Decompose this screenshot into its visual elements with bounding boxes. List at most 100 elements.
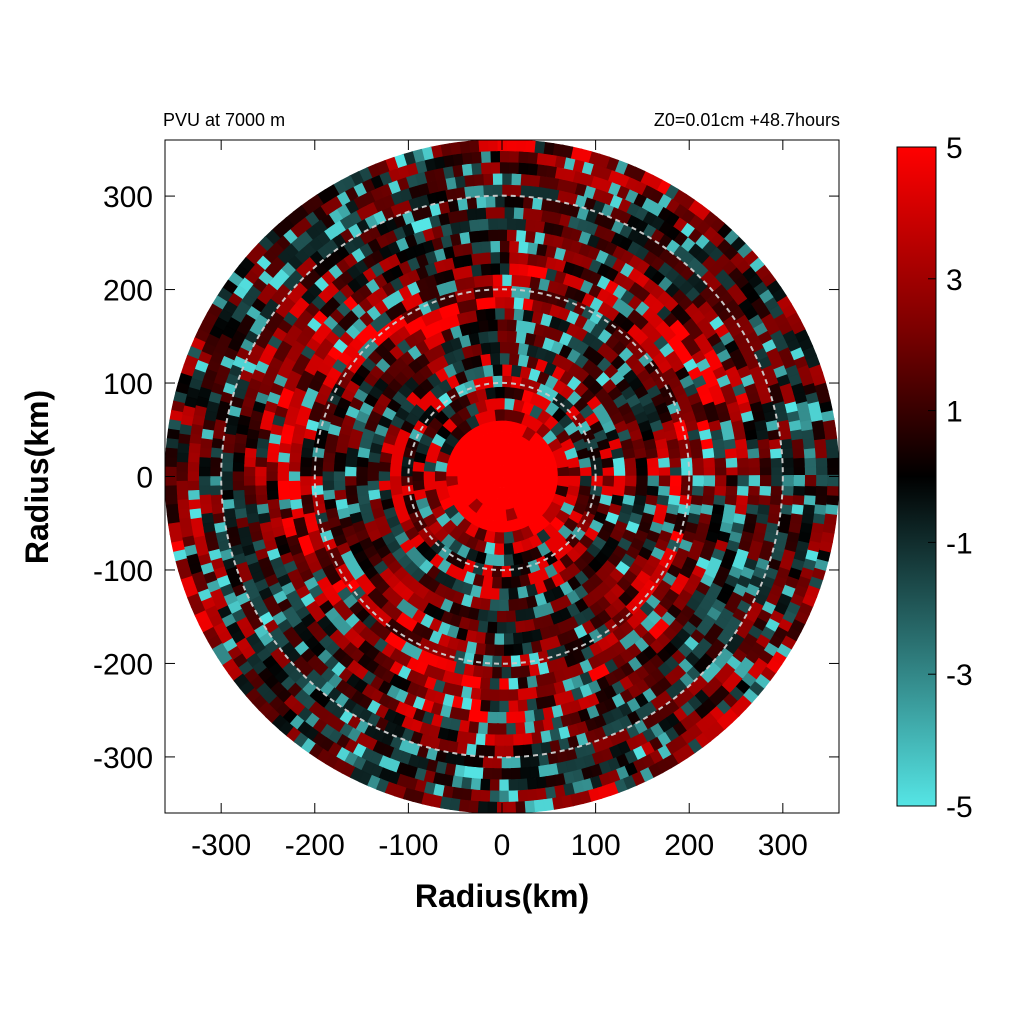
field-cell — [411, 461, 425, 473]
field-cell — [333, 461, 346, 473]
field-cell — [505, 140, 517, 152]
field-cell — [589, 484, 603, 497]
x-tick-label: 200 — [664, 829, 714, 862]
field-cell — [484, 734, 497, 747]
field-cell — [507, 341, 520, 355]
field-cell — [493, 386, 505, 399]
field-cell — [344, 456, 358, 469]
field-cell — [209, 466, 222, 478]
field-cell — [496, 723, 509, 736]
field-cell — [647, 475, 660, 487]
field-cell — [496, 420, 508, 433]
field-cell — [355, 466, 368, 478]
field-cell — [489, 599, 501, 612]
field-cell — [366, 461, 380, 473]
pv-field — [165, 140, 839, 813]
field-cell — [496, 509, 508, 522]
field-cell — [492, 768, 504, 781]
field-cell — [793, 474, 806, 487]
field-cell — [496, 712, 509, 724]
field-cell — [491, 285, 503, 298]
field-cell — [494, 554, 506, 567]
field-cell — [366, 471, 379, 483]
field-cell — [484, 632, 497, 646]
field-cell — [499, 599, 511, 612]
y-tick-label: 100 — [103, 368, 153, 401]
field-cell — [333, 471, 346, 483]
field-cell — [494, 543, 506, 556]
header-right: Z0=0.01cm +48.7hours — [654, 110, 840, 130]
field-cell — [669, 484, 682, 497]
field-cell — [500, 274, 512, 287]
field-cell — [771, 475, 784, 487]
field-cell — [288, 461, 301, 474]
field-cell — [489, 779, 502, 792]
field-cell — [496, 318, 508, 331]
field-cell — [505, 229, 517, 242]
field-cell — [510, 285, 522, 299]
field-cell — [503, 408, 516, 422]
field-cell — [485, 745, 497, 758]
field-cell — [601, 484, 615, 497]
field-cell — [681, 475, 694, 487]
field-cell — [378, 461, 391, 473]
x-tick-label: -100 — [378, 829, 438, 862]
field-cell — [494, 734, 506, 747]
field-cell — [489, 689, 501, 702]
field-cell — [804, 474, 817, 487]
field-cell — [499, 689, 511, 702]
field-cell — [501, 666, 513, 680]
field-cell — [692, 465, 705, 477]
field-cell — [748, 484, 761, 496]
field-cell — [503, 307, 515, 320]
field-cell — [482, 575, 494, 589]
field-cell — [232, 471, 245, 483]
field-cell — [714, 484, 727, 497]
field-cell — [657, 484, 671, 497]
field-cell — [714, 475, 727, 487]
field-cell — [491, 273, 503, 287]
field-cell — [669, 475, 683, 487]
header-left: PVU at 7000 m — [163, 110, 285, 130]
field-cell — [494, 644, 506, 657]
x-tick-label: -300 — [191, 829, 251, 862]
plot-area — [165, 140, 839, 813]
field-cell — [759, 475, 772, 487]
field-cell — [265, 461, 279, 474]
field-cell — [492, 666, 504, 679]
field-cell — [505, 217, 517, 231]
field-cell — [489, 700, 501, 713]
field-cell — [344, 466, 357, 478]
field-cell — [782, 475, 795, 487]
field-cell — [322, 461, 335, 473]
field-cell — [479, 598, 492, 612]
y-tick-label: -100 — [93, 555, 153, 588]
field-cell — [481, 564, 494, 578]
field-cell — [492, 756, 504, 769]
y-tick-label: 200 — [103, 275, 153, 308]
field-cell — [480, 677, 492, 690]
field-cell — [310, 476, 323, 488]
field-cell — [646, 484, 660, 497]
field-cell — [496, 520, 508, 533]
field-cell — [691, 484, 705, 497]
field-cell — [658, 475, 671, 487]
field-cell — [507, 240, 520, 253]
field-cell — [299, 466, 312, 478]
field-cell — [243, 466, 256, 478]
field-cell — [484, 553, 497, 567]
field-cell — [568, 475, 581, 487]
y-tick-label: -300 — [93, 742, 153, 775]
field-cell — [355, 476, 368, 488]
field-cell — [501, 655, 513, 668]
field-cell — [503, 397, 515, 411]
field-cell — [310, 466, 323, 478]
field-cell — [512, 296, 524, 310]
y-tick-label: -200 — [93, 648, 153, 681]
field-cell — [310, 456, 324, 469]
colorbar-gradient — [896, 146, 937, 807]
field-cell — [816, 474, 829, 487]
field-cell — [254, 457, 268, 469]
field-cell — [277, 471, 289, 483]
